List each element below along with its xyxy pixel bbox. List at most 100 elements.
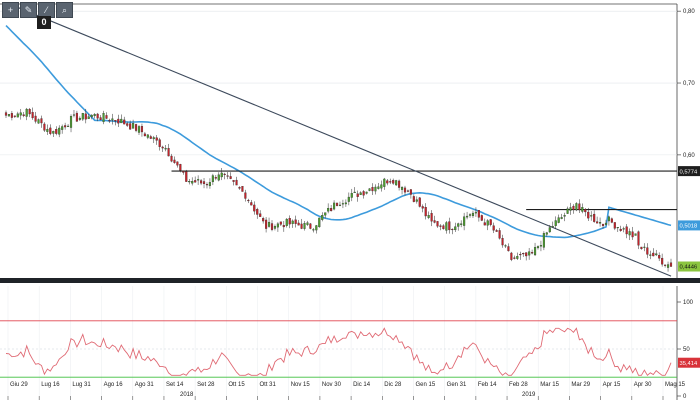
candle-up: [146, 134, 149, 138]
candle-down: [294, 219, 297, 224]
price-axis-tick-label: 0,80: [683, 9, 695, 15]
candle-down: [619, 228, 622, 231]
candle-up: [338, 204, 342, 206]
candle-down: [498, 230, 501, 239]
candle-down: [176, 161, 179, 166]
crosshair-icon[interactable]: +: [2, 2, 19, 18]
x-tick-label: Mag 15: [665, 382, 686, 388]
candle-down: [406, 190, 410, 192]
pencil-icon[interactable]: ✎: [20, 2, 37, 18]
candle-up: [380, 184, 383, 189]
candle-down: [392, 180, 395, 184]
candle-up: [599, 222, 602, 224]
candle-down: [625, 226, 628, 235]
candle-down: [194, 180, 197, 183]
candle-up: [643, 246, 646, 248]
candle-up: [46, 128, 49, 132]
candle-up: [554, 220, 557, 226]
price-tag-label: 0,5018: [680, 224, 698, 230]
candle-down: [55, 129, 58, 134]
candle-up: [19, 112, 22, 116]
candle-down: [451, 228, 454, 231]
candle-up: [536, 246, 540, 249]
candle-down: [572, 205, 575, 210]
candle-down: [49, 127, 52, 134]
candle-up: [276, 223, 279, 228]
candle-up: [666, 264, 670, 268]
candle-down: [149, 136, 152, 139]
candle-up: [504, 245, 507, 247]
candle-up: [628, 231, 631, 236]
candle-down: [108, 120, 111, 122]
x-tick-label: Lug 16: [41, 382, 60, 388]
candle-down: [265, 219, 268, 229]
candle-down: [270, 223, 274, 230]
candle-down: [214, 177, 217, 179]
candle-down: [610, 218, 613, 223]
candle-up: [575, 203, 578, 211]
candle-down: [288, 218, 291, 225]
candle-up: [67, 125, 70, 127]
candle-up: [52, 131, 55, 134]
candle-up: [137, 126, 141, 133]
candle-up: [324, 212, 327, 216]
candle-down: [229, 176, 232, 179]
candle-down: [297, 222, 300, 226]
candle-down: [31, 112, 34, 119]
candle-down: [658, 255, 661, 259]
candle-down: [578, 203, 581, 211]
candle-down: [522, 253, 525, 255]
x-tick-label: Set 14: [166, 382, 184, 388]
candle-down: [507, 246, 510, 252]
candle-down: [601, 223, 605, 227]
candle-up: [604, 222, 608, 225]
candle-down: [421, 206, 424, 209]
price-tag: [678, 166, 700, 177]
toolbar-badge[interactable]: 0: [37, 16, 51, 29]
candle-up: [102, 113, 105, 123]
candle-down: [232, 180, 235, 182]
candle-up: [471, 212, 475, 217]
candle-up: [347, 196, 350, 202]
candle-up: [445, 222, 448, 231]
candle-down: [28, 108, 31, 115]
candle-down: [262, 218, 265, 222]
candle-up: [377, 186, 380, 189]
candle-down: [158, 139, 161, 147]
candle-up: [191, 181, 194, 184]
candle-down: [483, 222, 486, 226]
candle-up: [542, 233, 545, 248]
candle-down: [442, 225, 445, 230]
oscillator-line: [5, 327, 672, 376]
candle-down: [117, 118, 120, 124]
candle-up: [634, 233, 637, 236]
candle-up: [560, 217, 563, 219]
x-tick-label: Gen 31: [447, 382, 467, 388]
candle-up: [344, 202, 347, 205]
pane-separator: [0, 278, 700, 283]
candle-down: [424, 207, 427, 217]
candle-up: [569, 207, 572, 211]
candle-down: [114, 120, 117, 122]
candle-down: [433, 220, 436, 223]
candle-down: [513, 257, 516, 259]
candle-up: [315, 225, 318, 231]
candle-down: [492, 225, 495, 231]
candle-down: [226, 175, 229, 177]
candle-down: [185, 171, 188, 182]
year-label: 2019: [522, 392, 536, 398]
zoom-icon[interactable]: ⌕: [56, 2, 73, 18]
price-tag-label: 0,5774: [680, 169, 699, 175]
candle-down: [637, 231, 640, 246]
trend-line: [5, 2, 672, 277]
candle-up: [350, 193, 353, 198]
candle-up: [545, 232, 548, 235]
candle-up: [353, 191, 356, 193]
candle-up: [383, 178, 386, 187]
candle-down: [241, 186, 244, 192]
candle-up: [111, 118, 114, 121]
year-label: 2018: [180, 392, 194, 398]
candle-up: [211, 175, 214, 183]
candle-up: [607, 216, 610, 222]
candle-up: [655, 253, 658, 256]
